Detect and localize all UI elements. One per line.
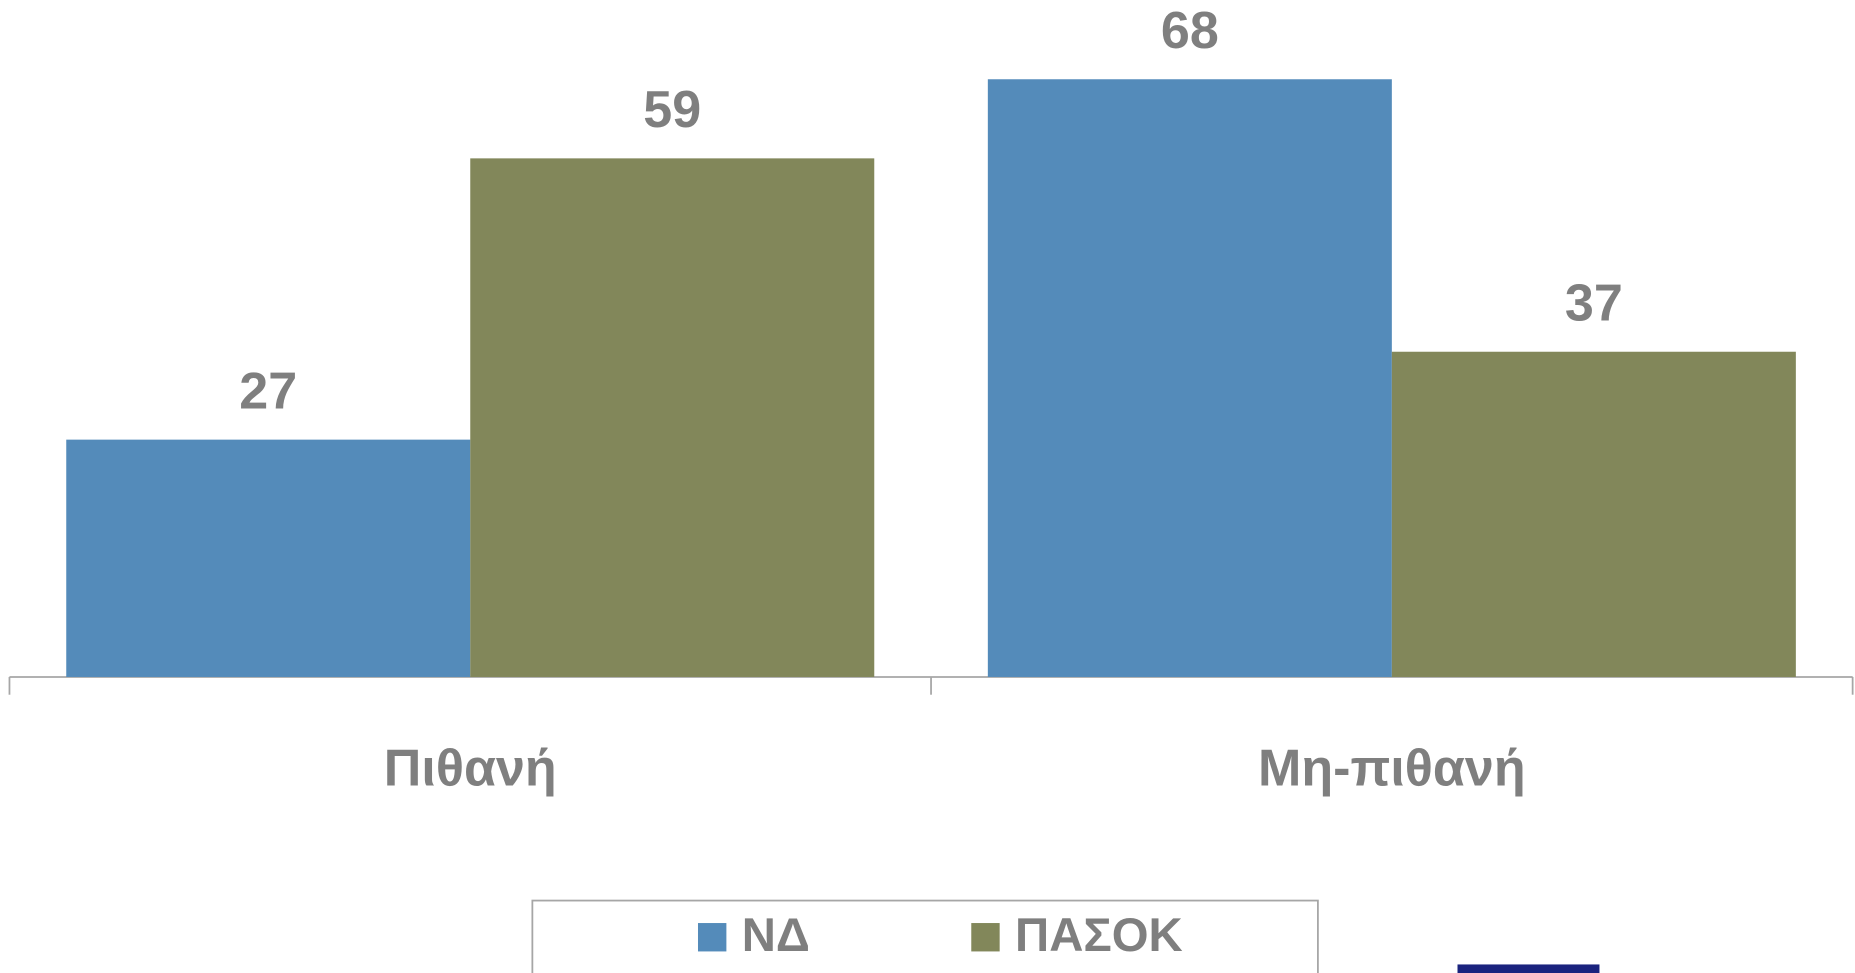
x-tick-label: Πιθανή <box>384 739 557 797</box>
bar <box>987 79 1392 677</box>
bar <box>66 439 471 677</box>
logo <box>1457 964 1600 973</box>
legend-swatch <box>971 923 1000 952</box>
value-label: 59 <box>643 81 701 139</box>
legend-label: ΝΔ <box>742 909 810 962</box>
x-tick-label: Μη-πιθανή <box>1258 739 1526 797</box>
value-label: 68 <box>1161 2 1219 60</box>
bar <box>1391 351 1796 677</box>
value-label: 27 <box>239 362 297 420</box>
value-label: 37 <box>1565 275 1623 333</box>
legend-label: ΠΑΣΟΚ <box>1015 909 1183 962</box>
legend-swatch <box>697 923 727 952</box>
bar <box>470 158 875 677</box>
legend-box <box>531 899 1319 973</box>
